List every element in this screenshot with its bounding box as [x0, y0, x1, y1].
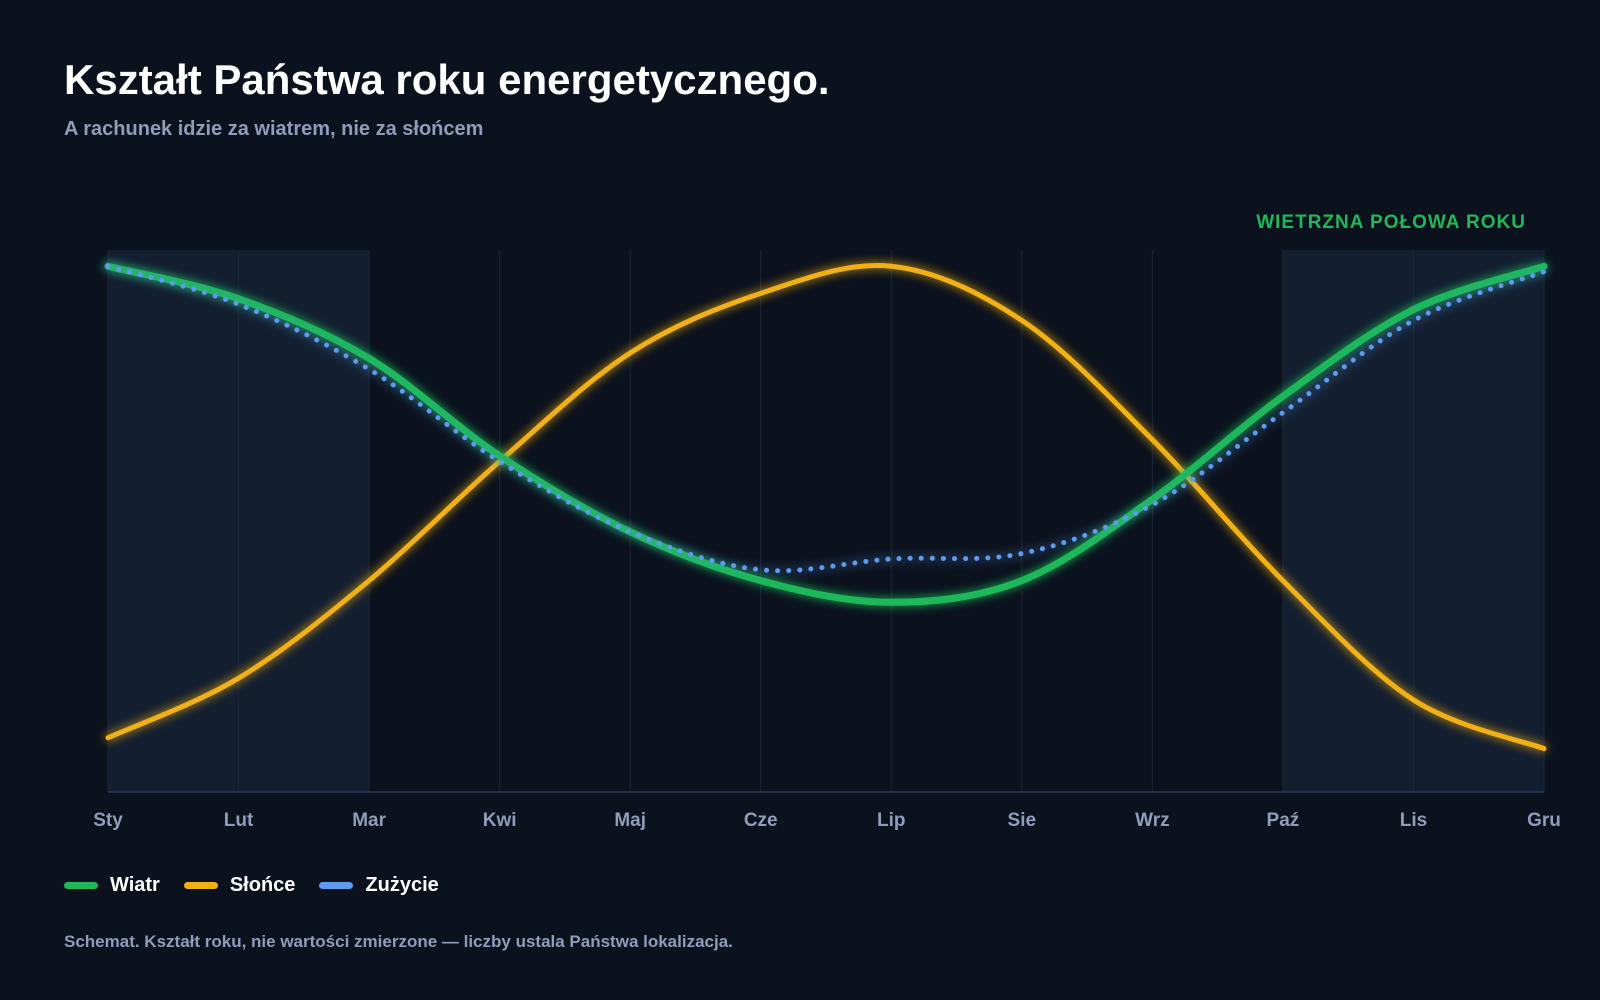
legend-swatch-wind	[64, 882, 98, 889]
x-tick-label: Mar	[352, 810, 386, 831]
legend-label-wind: Wiatr	[110, 874, 160, 896]
x-tick-label: Sty	[93, 810, 123, 831]
legend-label-consumption: Zużycie	[365, 874, 439, 896]
series-line-wind	[104, 262, 1548, 606]
x-tick-label: Kwi	[483, 810, 517, 831]
series-line-consumption	[105, 263, 1547, 574]
x-tick-label: Lis	[1400, 810, 1427, 831]
chart-title: Kształt Państwa roku energetycznego.	[64, 56, 830, 103]
legend-label-sun: Słońce	[229, 874, 296, 896]
x-tick-label: Wrz	[1135, 810, 1169, 831]
chart-subtitle: A rachunek idzie za wiatrem, nie za słoń…	[64, 118, 484, 140]
legend-item-consumption: Zużycie	[319, 874, 439, 897]
line-chart: Sty Lut Mar Kwi Maj Cze Lip Sie Wrz Paź Lis Gru WIE…	[93, 212, 1561, 831]
chart-footnote: Schemat. Kształt roku, nie wartości zmie…	[64, 932, 733, 951]
x-tick-label: Gru	[1527, 810, 1561, 831]
chart-legend: Wiatr Słońce Zużycie	[64, 874, 439, 897]
x-tick-label: Sie	[1008, 810, 1037, 831]
legend-item-wind: Wiatr	[64, 874, 160, 897]
series-line-sun	[105, 263, 1547, 752]
x-tick-label: Cze	[744, 810, 778, 831]
legend-swatch-consumption	[319, 882, 354, 889]
x-tick-label: Lut	[224, 810, 254, 831]
windy-half-annotation: WIETRZNA POŁOWA ROKU	[1256, 212, 1526, 233]
x-tick-label: Paź	[1267, 810, 1300, 831]
x-tick-label: Maj	[614, 810, 646, 831]
legend-item-sun: Słońce	[183, 874, 296, 897]
legend-swatch-sun	[183, 882, 218, 889]
x-tick-label: Lip	[877, 810, 906, 831]
